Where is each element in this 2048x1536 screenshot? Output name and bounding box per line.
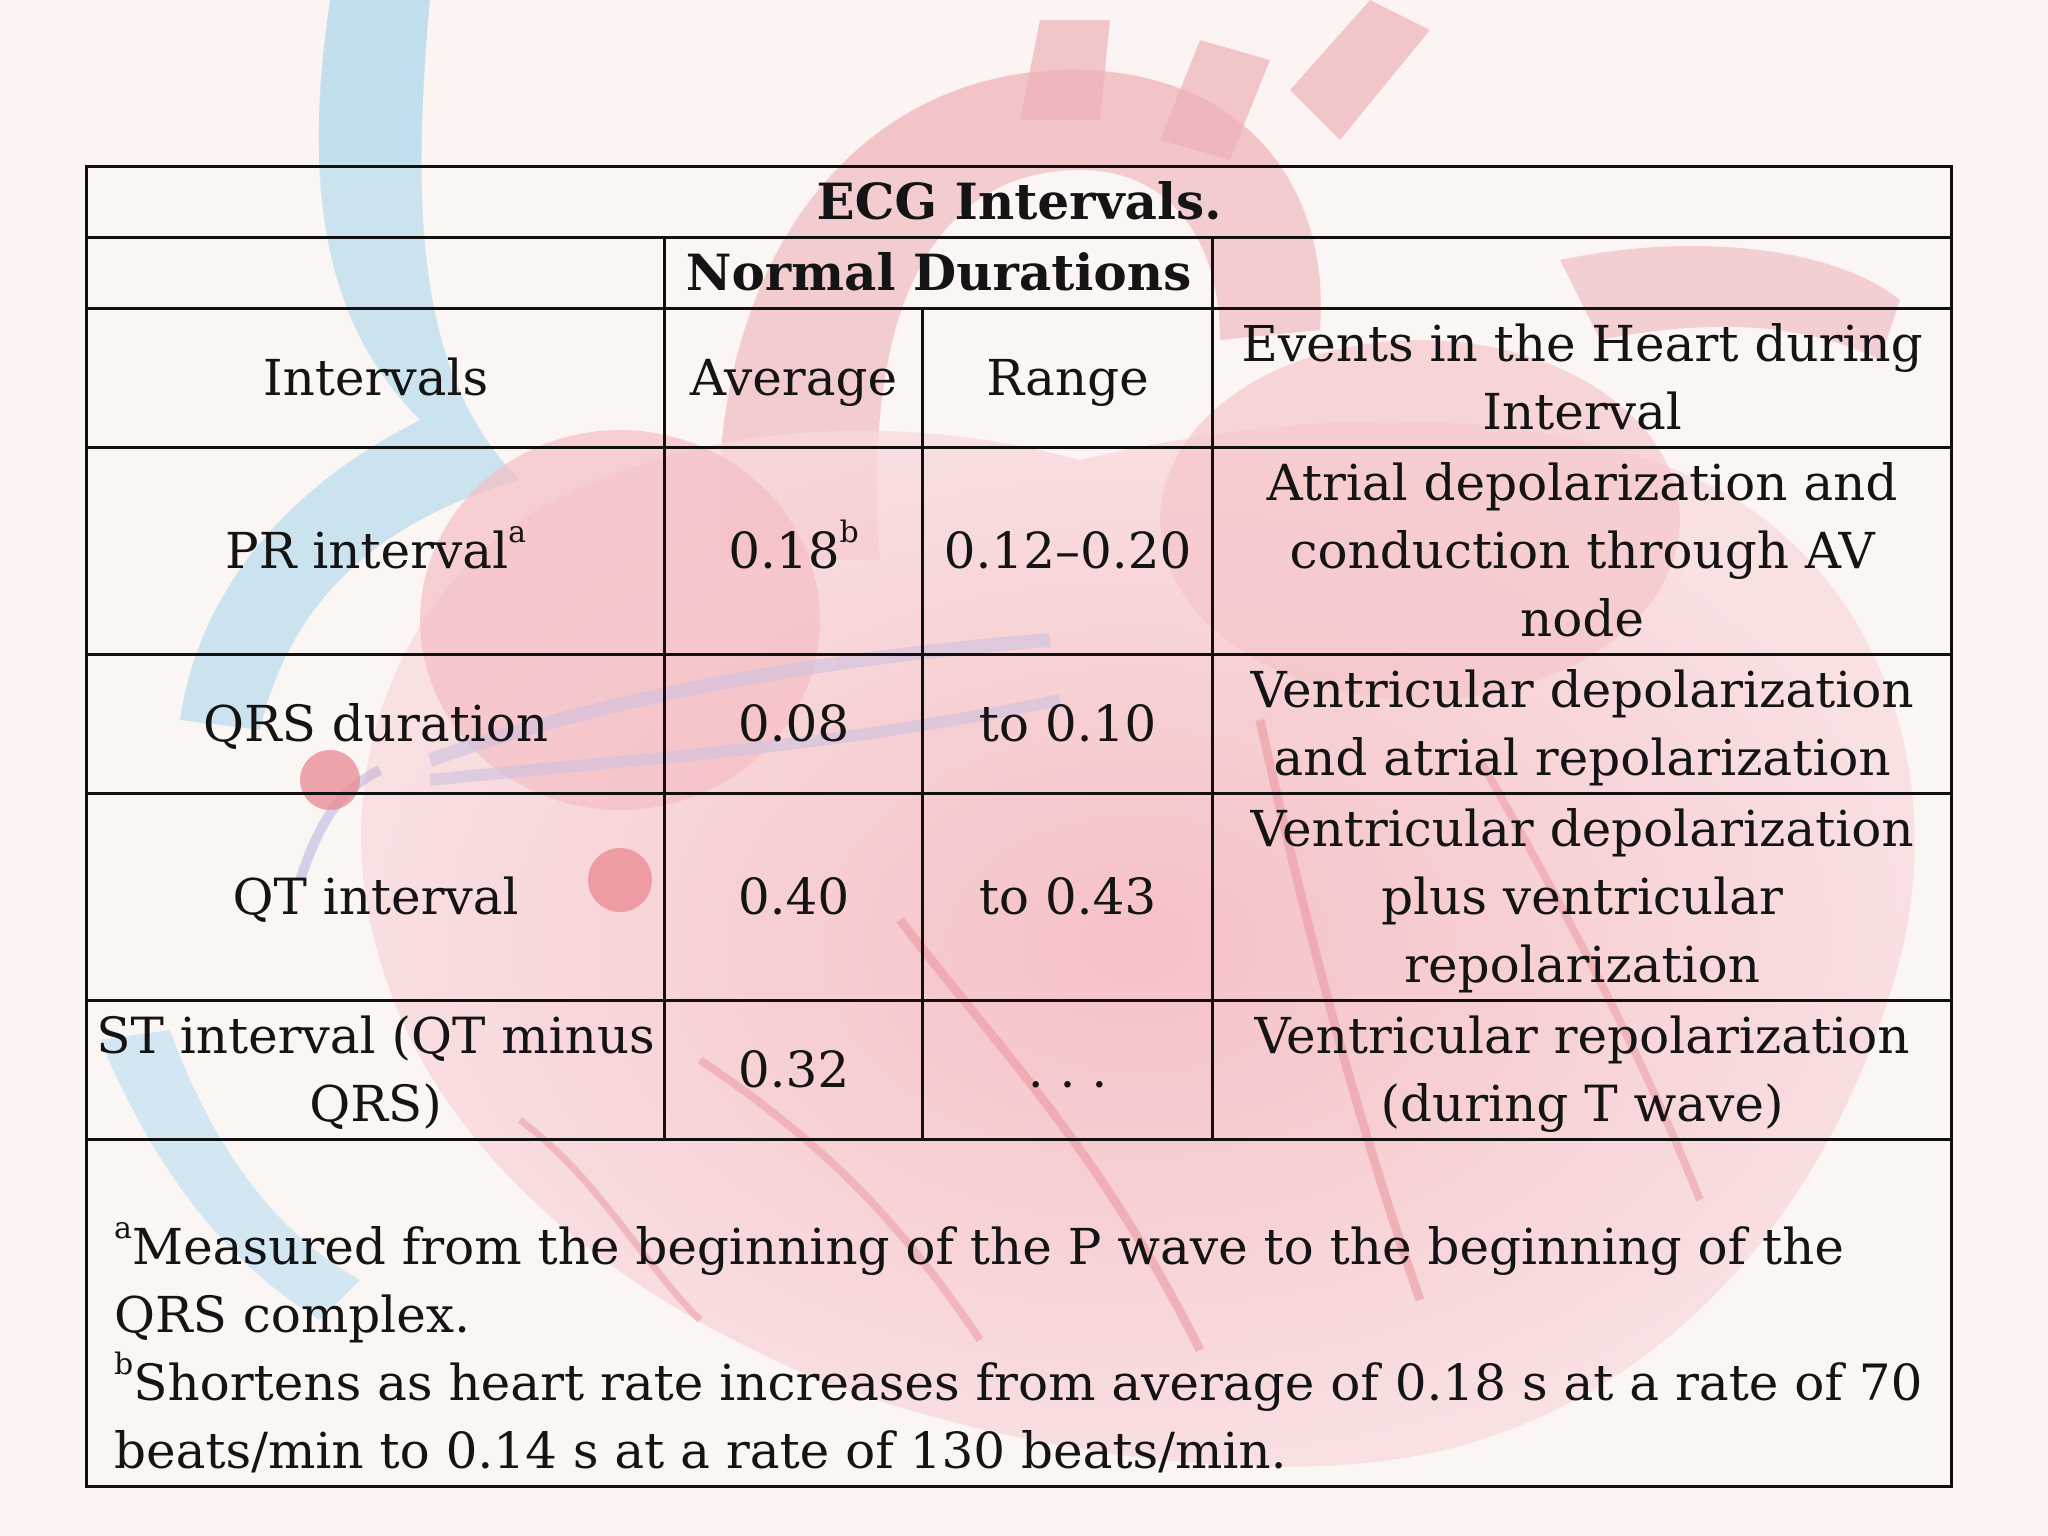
ecg-intervals-table: ECG Intervals. Normal Durations Interval… — [84, 165, 1954, 1488]
table-row: PR intervala 0.18b 0.12–0.20 Atrial depo… — [85, 446, 1954, 656]
empty-header-cell — [85, 236, 666, 310]
cell-interval: QT interval — [85, 792, 666, 1002]
footnote-mark: a — [114, 1211, 132, 1246]
cell-average: 0.08 — [663, 653, 924, 795]
table-title: ECG Intervals. — [84, 165, 1954, 239]
cell-range: 0.12–0.20 — [921, 446, 1214, 656]
cell-range: . . . — [921, 999, 1214, 1141]
group-header-normal-durations: Normal Durations — [663, 236, 1214, 310]
cell-events: Ventricular repolarization (during T wav… — [1210, 999, 1954, 1141]
footnote-a: aMeasured from the beginning of the P wa… — [114, 1213, 1924, 1349]
cell-range: to 0.43 — [921, 792, 1214, 1002]
cell-interval: QRS duration — [85, 653, 666, 795]
column-header-row: Intervals Average Range Events in the He… — [85, 307, 1954, 449]
footnote-text: Shortens as heart rate increases from av… — [114, 1354, 1923, 1480]
cell-events: Ventricular depolarization plus ventricu… — [1210, 792, 1954, 1002]
cell-average: 0.32 — [663, 999, 924, 1141]
cell-range: to 0.10 — [921, 653, 1214, 795]
column-header-average: Average — [663, 307, 924, 449]
footnote-b: bShortens as heart rate increases from a… — [114, 1347, 1924, 1484]
footnote-mark: b — [114, 1347, 134, 1382]
column-header-intervals: Intervals — [85, 307, 666, 449]
footnotes: aMeasured from the beginning of the P wa… — [84, 1138, 1954, 1488]
average-text: 0.18 — [728, 522, 840, 580]
cell-interval: PR intervala — [85, 446, 666, 656]
cell-interval: ST interval (QT minus QRS) — [85, 999, 666, 1141]
table-row: QRS duration 0.08 to 0.10 Ventricular de… — [85, 653, 1954, 795]
footnote-mark: b — [839, 515, 859, 550]
cell-average: 0.18b — [663, 446, 924, 656]
table-row: QT interval 0.40 to 0.43 Ventricular dep… — [85, 792, 1954, 1002]
cell-events: Atrial depolarization and conduction thr… — [1210, 446, 1954, 656]
cell-events: Ventricular depolarization and atrial re… — [1210, 653, 1954, 795]
cell-average: 0.40 — [663, 792, 924, 1002]
footnote-mark: a — [508, 515, 526, 550]
empty-header-cell — [1210, 236, 1954, 310]
footnote-text: Measured from the beginning of the P wav… — [114, 1218, 1844, 1344]
interval-text: PR interval — [225, 522, 509, 580]
table-row: ST interval (QT minus QRS) 0.32 . . . Ve… — [85, 999, 1954, 1141]
column-header-events: Events in the Heart during Interval — [1210, 307, 1954, 449]
column-header-range: Range — [921, 307, 1214, 449]
